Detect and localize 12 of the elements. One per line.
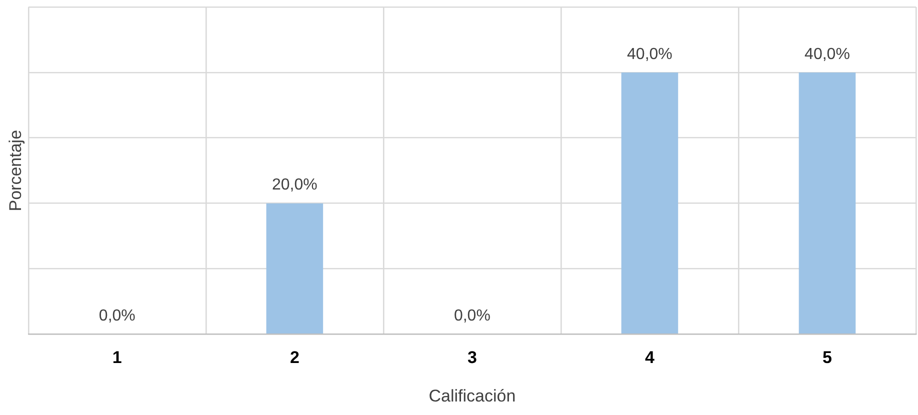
data-label: 40,0% — [804, 46, 850, 63]
data-label: 40,0% — [627, 46, 672, 63]
data-label: 0,0% — [454, 308, 490, 325]
x-tick-label: 4 — [644, 348, 655, 368]
data-label: 0,0% — [98, 308, 136, 325]
x-axis-title: Calificación — [428, 386, 516, 406]
y-axis-title: Porcentaje — [6, 130, 25, 212]
x-tick-label: 1 — [112, 348, 122, 368]
x-tick-label: 5 — [822, 348, 832, 368]
data-label: 20,0% — [272, 176, 318, 194]
x-tick-label: 3 — [467, 348, 477, 368]
x-tick-label: 2 — [290, 348, 300, 368]
